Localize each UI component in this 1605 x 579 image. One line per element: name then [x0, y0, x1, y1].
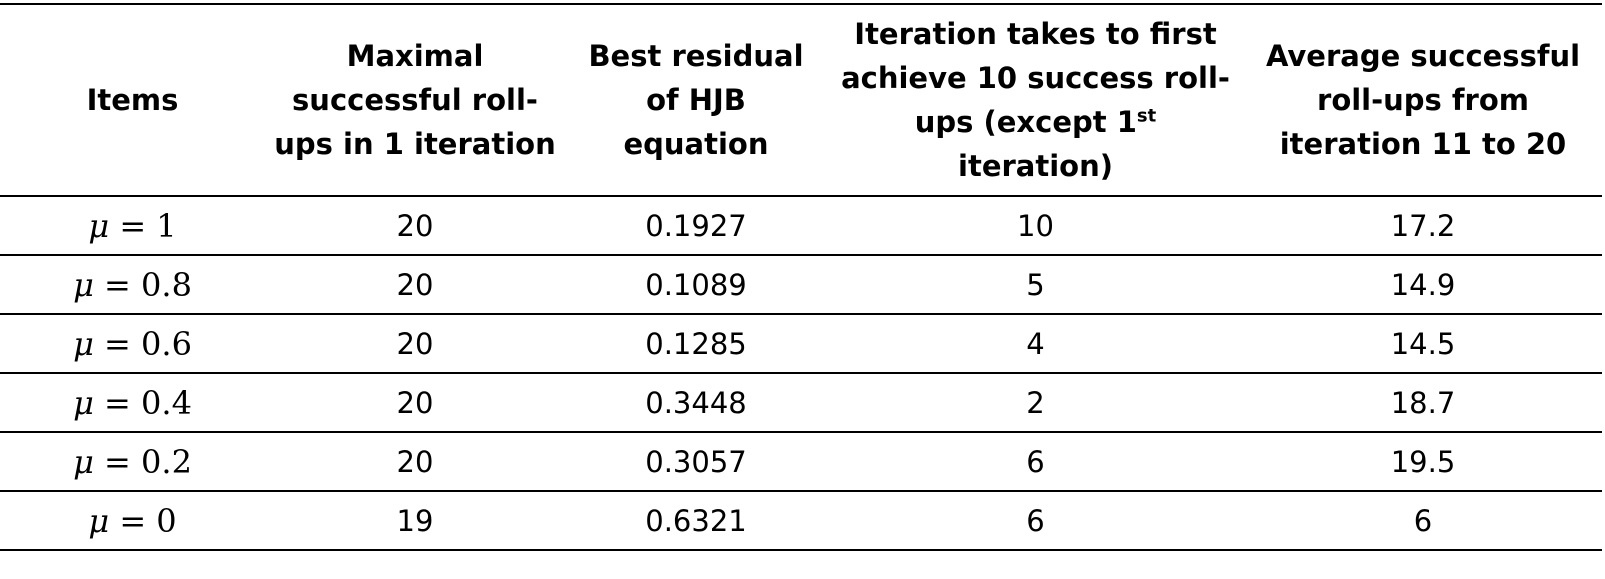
cell-average: 6: [1244, 491, 1602, 551]
header-first-iteration-sup: st: [1136, 105, 1157, 127]
mu-value: 1: [156, 206, 177, 245]
equals-sign: =: [93, 383, 142, 422]
cell-residual: 0.1927: [565, 196, 827, 256]
mu-symbol: μ: [73, 383, 94, 422]
cell-residual: 0.6321: [565, 491, 827, 551]
table-row: μ = 0 19 0.6321 6 6: [0, 491, 1602, 551]
cell-first-iteration: 2: [827, 373, 1244, 433]
mu-symbol: μ: [73, 324, 94, 363]
equals-sign: =: [93, 324, 142, 363]
cell-average: 19.5: [1244, 432, 1602, 492]
header-average-rollups: Average successful roll-ups from iterati…: [1244, 3, 1602, 197]
mu-value: 0.2: [141, 442, 192, 481]
mu-value: 0.8: [141, 265, 192, 304]
cell-first-iteration: 10: [827, 196, 1244, 256]
results-table-container: Items Maximal successful roll-ups in 1 i…: [0, 3, 1602, 551]
cell-residual: 0.1285: [565, 314, 827, 374]
table-row: μ = 1 20 0.1927 10 17.2: [0, 196, 1602, 256]
table-body: μ = 1 20 0.1927 10 17.2 μ = 0.8 20 0.108…: [0, 196, 1602, 551]
cell-maximal: 20: [265, 314, 565, 374]
mu-symbol: μ: [88, 501, 110, 540]
cell-residual: 0.3057: [565, 432, 827, 492]
header-first-iteration-tail: iteration): [958, 149, 1113, 183]
cell-residual: 0.3448: [565, 373, 827, 433]
cell-first-iteration: 5: [827, 255, 1244, 315]
table-row: μ = 0.8 20 0.1089 5 14.9: [0, 255, 1602, 315]
table-row: μ = 0.4 20 0.3448 2 18.7: [0, 373, 1602, 433]
cell-first-iteration: 6: [827, 432, 1244, 492]
equals-sign: =: [109, 206, 157, 245]
cell-maximal: 20: [265, 255, 565, 315]
cell-maximal: 20: [265, 432, 565, 492]
mu-symbol: μ: [88, 206, 110, 245]
table-row: μ = 0.6 20 0.1285 4 14.5: [0, 314, 1602, 374]
cell-maximal: 20: [265, 196, 565, 256]
cell-maximal: 20: [265, 373, 565, 433]
header-first-iteration: Iteration takes to first achieve 10 succ…: [827, 3, 1244, 197]
cell-average: 14.9: [1244, 255, 1602, 315]
cell-item: μ = 0: [0, 491, 265, 551]
cell-maximal: 19: [265, 491, 565, 551]
cell-average: 14.5: [1244, 314, 1602, 374]
mu-symbol: μ: [73, 442, 94, 481]
cell-item: μ = 0.8: [0, 255, 265, 315]
mu-value: 0.4: [141, 383, 192, 422]
table-row: μ = 0.2 20 0.3057 6 19.5: [0, 432, 1602, 492]
cell-first-iteration: 4: [827, 314, 1244, 374]
cell-average: 18.7: [1244, 373, 1602, 433]
cell-first-iteration: 6: [827, 491, 1244, 551]
cell-item: μ = 0.4: [0, 373, 265, 433]
cell-residual: 0.1089: [565, 255, 827, 315]
mu-value: 0.6: [141, 324, 192, 363]
results-table: Items Maximal successful roll-ups in 1 i…: [0, 3, 1602, 551]
equals-sign: =: [93, 265, 142, 304]
equals-sign: =: [109, 501, 157, 540]
header-row: Items Maximal successful roll-ups in 1 i…: [0, 3, 1602, 197]
cell-item: μ = 0.2: [0, 432, 265, 492]
equals-sign: =: [93, 442, 142, 481]
cell-item: μ = 1: [0, 196, 265, 256]
header-best-residual: Best residual of HJB equation: [565, 3, 827, 197]
table-header: Items Maximal successful roll-ups in 1 i…: [0, 3, 1602, 197]
header-maximal-rollups: Maximal successful roll-ups in 1 iterati…: [265, 3, 565, 197]
mu-symbol: μ: [73, 265, 94, 304]
cell-average: 17.2: [1244, 196, 1602, 256]
mu-value: 0: [156, 501, 177, 540]
header-first-iteration-text: Iteration takes to first achieve 10 succ…: [841, 17, 1230, 139]
header-items: Items: [0, 3, 265, 197]
cell-item: μ = 0.6: [0, 314, 265, 374]
